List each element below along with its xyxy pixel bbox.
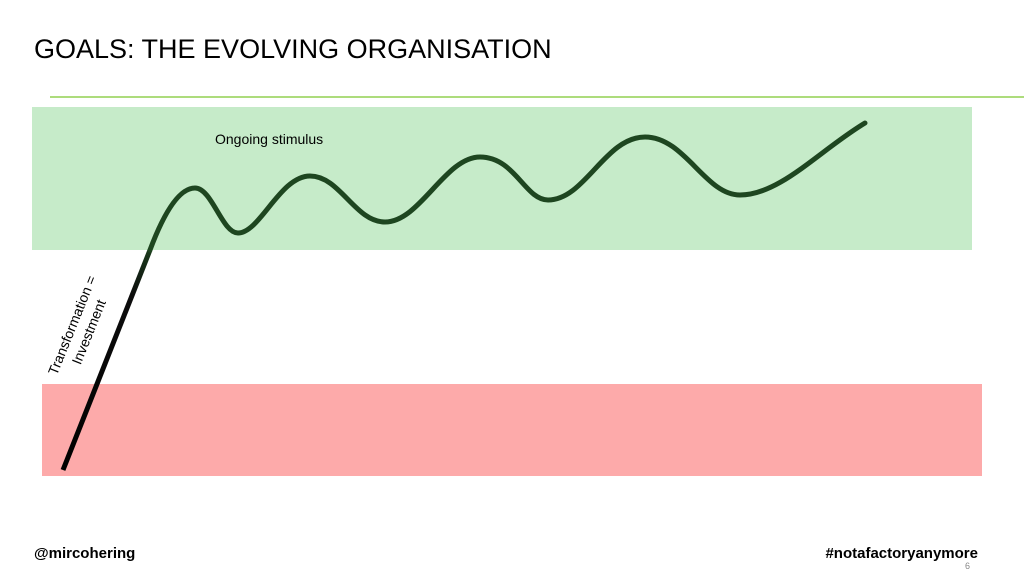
slide-title: GOALS: THE EVOLVING ORGANISATION: [34, 34, 552, 64]
transformation-line-curve: [60, 249, 153, 471]
footer-hashtag: #notafactoryanymore: [825, 545, 978, 562]
page-number: 6: [965, 561, 970, 571]
footer-handle: @mircohering: [34, 545, 135, 562]
stimulus-label: Ongoing stimulus: [215, 131, 323, 147]
risk-band: [42, 384, 982, 476]
stimulus-curve: [147, 120, 868, 253]
target-band: [32, 107, 972, 250]
